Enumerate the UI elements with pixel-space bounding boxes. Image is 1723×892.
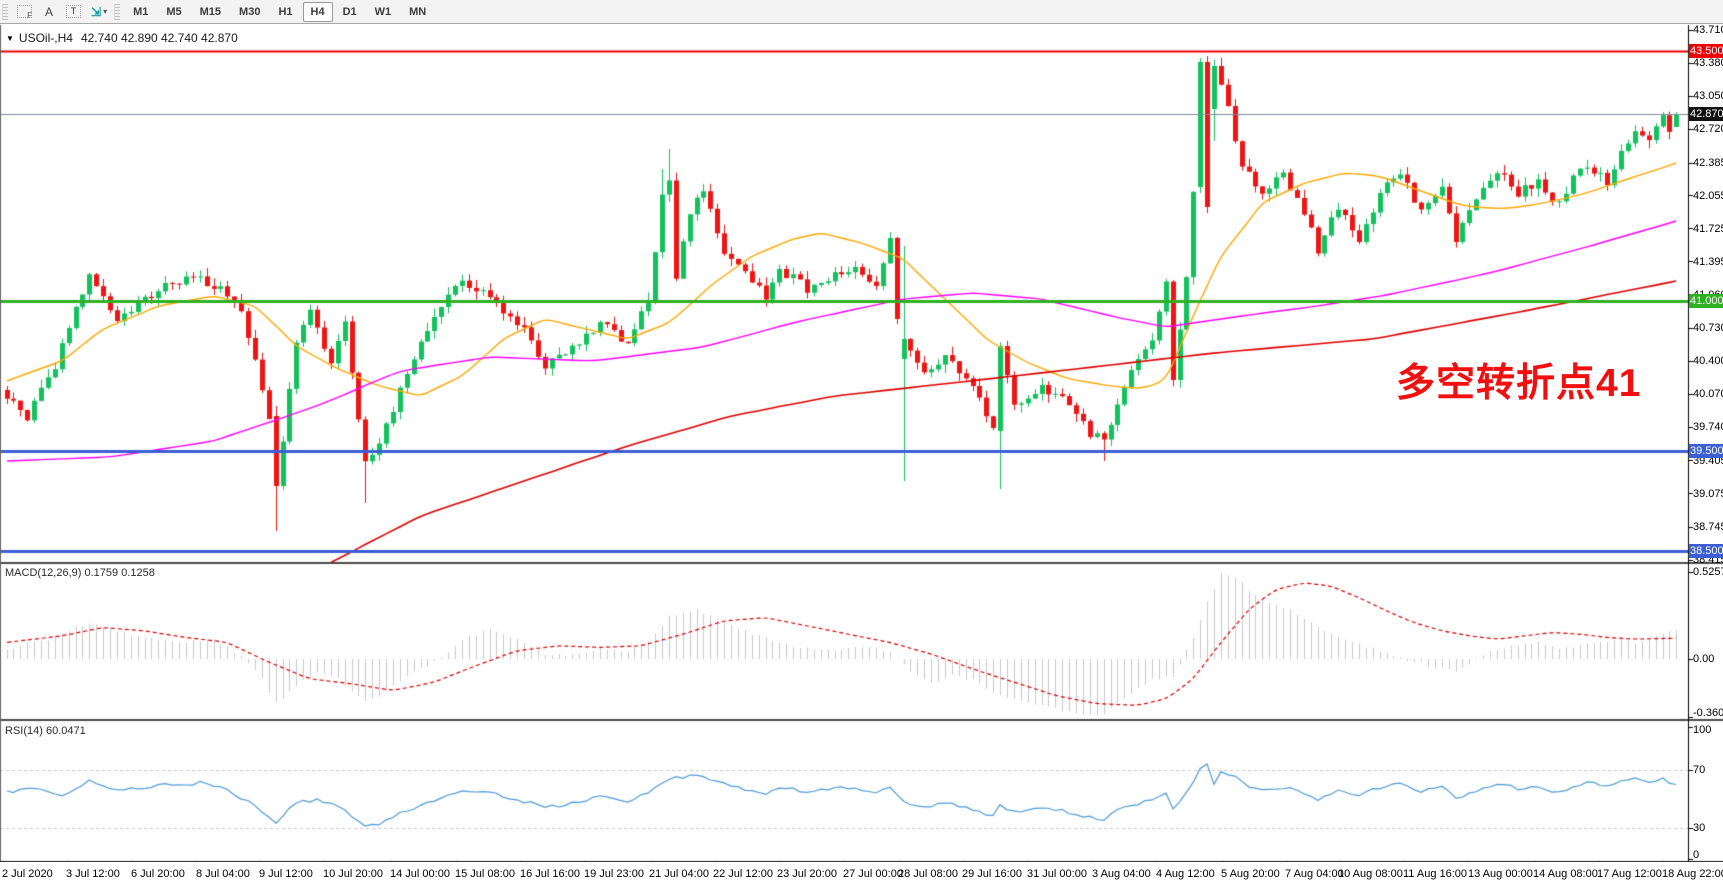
price-tick-label: 41.395 — [1693, 255, 1723, 268]
price-tick-label: 39.075 — [1693, 487, 1723, 500]
price-tick-label: 42.385 — [1693, 156, 1723, 169]
time-tick-label: 3 Jul 12:00 — [66, 868, 120, 880]
time-tick-label: 15 Jul 08:00 — [455, 868, 515, 880]
time-tick-label: 9 Jul 12:00 — [259, 868, 313, 880]
price-tick-label: 43.710 — [1693, 24, 1723, 36]
hline-label: 41.000 — [1689, 294, 1723, 308]
chart-title: ▼ USOil-,H4 42.740 42.890 42.740 42.870 — [6, 31, 238, 45]
macd-tick-label: 0.00 — [1693, 653, 1715, 665]
time-tick-label: 10 Jul 20:00 — [323, 868, 383, 880]
price-tick-label: 40.400 — [1693, 355, 1723, 367]
time-tick-label: 18 Aug 22:00 — [1662, 868, 1723, 880]
hline-label: 43.500 — [1689, 44, 1723, 58]
time-tick-label: 6 Jul 20:00 — [131, 868, 185, 880]
time-tick-label: 16 Jul 16:00 — [520, 868, 580, 880]
price-tick-label: 41.725 — [1693, 222, 1723, 235]
rsi-tick-label: 70 — [1693, 764, 1706, 776]
symbol-dropdown-icon[interactable]: ▼ — [6, 34, 14, 43]
price-tick-label: 40.730 — [1693, 322, 1723, 334]
chart-text-annotation[interactable]: 多空转折点41 — [1396, 362, 1642, 405]
time-tick-label: 22 Jul 12:00 — [713, 868, 773, 880]
time-tick-label: 10 Aug 08:00 — [1338, 868, 1403, 880]
price-tick-label: 43.380 — [1693, 57, 1723, 69]
time-tick-label: 19 Jul 23:00 — [584, 868, 644, 880]
time-tick-label: 2 Jul 2020 — [2, 868, 53, 880]
ohlc-values: 42.740 42.890 42.740 42.870 — [80, 31, 238, 45]
time-tick-label: 3 Aug 04:00 — [1092, 868, 1151, 880]
time-tick-label: 13 Aug 00:00 — [1468, 868, 1533, 880]
time-tick-label: 14 Aug 08:00 — [1533, 868, 1598, 880]
time-tick-label: 31 Jul 00:00 — [1027, 868, 1087, 880]
rsi-tick-label: 0 — [1693, 849, 1700, 861]
hline-label: 38.500 — [1689, 544, 1723, 558]
time-tick-label: 8 Jul 04:00 — [196, 868, 250, 880]
time-axis[interactable]: 2 Jul 2020 3 Jul 12:00 6 Jul 20:00 8 Jul 04… — [0, 862, 1723, 892]
rsi-tick-label: 100 — [1693, 724, 1712, 736]
time-tick-label: 11 Aug 16:00 — [1403, 868, 1468, 880]
rsi-indicator-label: RSI(14) 60.0471 — [5, 725, 86, 737]
price-tick-label: 43.050 — [1693, 90, 1723, 102]
time-tick-label: 21 Jul 04:00 — [649, 868, 709, 880]
time-tick-label: 29 Jul 16:00 — [962, 868, 1022, 880]
price-tick-label: 42.720 — [1693, 123, 1723, 135]
time-tick-label: 7 Aug 04:00 — [1285, 868, 1344, 880]
macd-tick-label: 0.5257 — [1693, 566, 1723, 578]
time-tick-label: 4 Aug 12:00 — [1156, 868, 1215, 880]
time-tick-label: 14 Jul 00:00 — [390, 868, 450, 880]
price-tick-label: 39.740 — [1693, 421, 1723, 433]
price-tick-label: 42.055 — [1693, 189, 1723, 202]
hline-label: 39.500 — [1689, 444, 1723, 458]
price-axis[interactable]: 43.710 43.380 43.050 42.720 42.385 42.055 41.7… — [1689, 0, 1723, 892]
time-tick-label: 27 Jul 00:00 — [843, 868, 903, 880]
price-tick-label: 40.070 — [1693, 388, 1723, 400]
current-price-label: 42.870 — [1689, 107, 1723, 121]
symbol-period-label: USOil-,H4 — [18, 31, 73, 45]
time-tick-label: 23 Jul 20:00 — [777, 868, 837, 880]
price-tick-label: 38.745 — [1693, 520, 1723, 533]
macd-indicator-label: MACD(12,26,9) 0.1759 0.1258 — [5, 567, 155, 579]
time-tick-label: 5 Aug 20:00 — [1221, 868, 1280, 880]
time-tick-label: 17 Aug 12:00 — [1597, 868, 1662, 880]
time-tick-label: 28 Jul 08:00 — [898, 868, 958, 880]
rsi-tick-label: 30 — [1693, 822, 1706, 834]
macd-tick-label: -0.3603 — [1693, 707, 1723, 719]
